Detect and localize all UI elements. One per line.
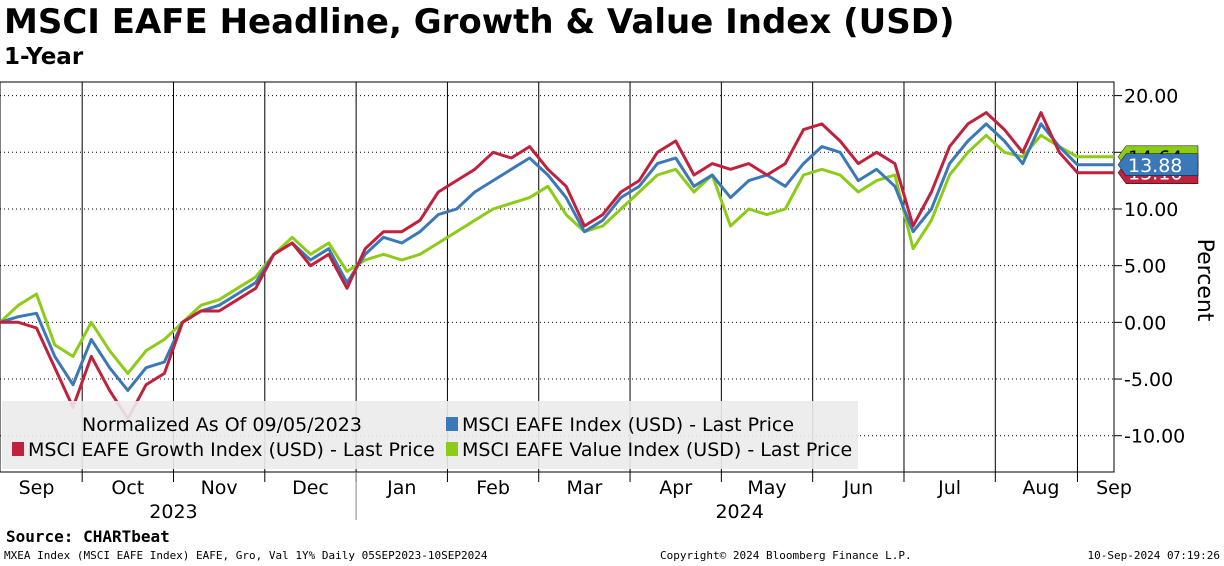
y-tick-label: 0.00	[1124, 312, 1166, 334]
chart-subtitle: 1-Year	[4, 44, 84, 70]
last-value-tag	[1117, 153, 1199, 177]
y-tick-label: 20.00	[1124, 86, 1178, 108]
year-label: 2024	[715, 501, 763, 520]
x-tick-label: Sep	[19, 477, 55, 499]
y-tick-label: 10.00	[1124, 199, 1178, 221]
y-axis-label: Percent	[1192, 239, 1217, 322]
plot-frame	[0, 81, 1115, 473]
legend-swatch	[446, 442, 458, 456]
y-tick-label: -10.00	[1124, 426, 1185, 448]
x-tick-label: May	[747, 477, 786, 499]
legend-label: MSCI EAFE Growth Index (USD) - Last Pric…	[28, 439, 435, 461]
x-tick-label: Sep	[1096, 477, 1132, 499]
legend-note: Normalized As Of 09/05/2023	[82, 414, 362, 436]
series-line	[0, 111, 1114, 421]
footer-copyright: Copyright© 2024 Bloomberg Finance L.P.	[660, 549, 912, 562]
legend-label: MSCI EAFE Value Index (USD) - Last Price	[462, 439, 852, 461]
footer-ticker-info: MXEA Index (MSCI EAFE Index) EAFE, Gro, …	[4, 549, 488, 562]
series-line	[0, 122, 1114, 392]
x-tick-label: Feb	[476, 477, 510, 499]
legend-swatch	[446, 417, 458, 431]
legend-label: MSCI EAFE Index (USD) - Last Price	[462, 414, 794, 436]
footer-timestamp: 10-Sep-2024 07:19:26	[1087, 549, 1220, 562]
legend-swatch	[12, 442, 24, 456]
x-tick-label: Jan	[386, 477, 416, 499]
x-tick-label: Oct	[111, 477, 144, 499]
line-chart: 20.0015.0010.005.000.00-5.00-10.00Percen…	[0, 81, 1217, 520]
year-label: 2023	[149, 501, 197, 520]
y-tick-label: -5.00	[1124, 369, 1173, 391]
legend-box	[2, 401, 858, 469]
x-tick-label: Apr	[659, 477, 692, 499]
last-value-label: 13.88	[1128, 155, 1182, 177]
x-tick-label: Aug	[1022, 477, 1059, 499]
chart-title: MSCI EAFE Headline, Growth & Value Index…	[4, 2, 955, 42]
x-tick-label: Jul	[937, 477, 961, 499]
x-tick-label: Dec	[292, 477, 329, 499]
y-tick-label: 5.00	[1124, 256, 1166, 278]
source-label: Source: CHARTbeat	[6, 527, 170, 546]
x-tick-label: Nov	[201, 477, 238, 499]
x-tick-label: Jun	[842, 477, 873, 499]
x-tick-label: Mar	[566, 477, 602, 499]
